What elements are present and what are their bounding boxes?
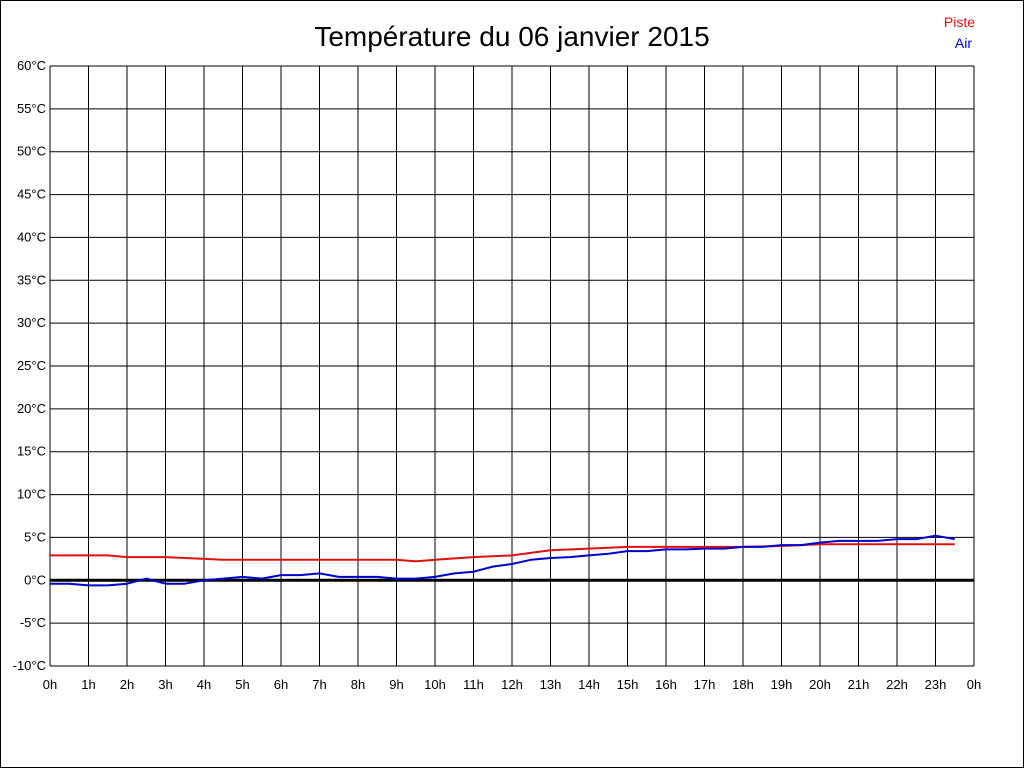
series-line-air: [50, 534, 955, 587]
x-tick-label: 22h: [886, 677, 908, 692]
x-tick-label: 5h: [235, 677, 249, 692]
y-tick-label: 5°C: [24, 529, 46, 544]
x-tick-label: 19h: [771, 677, 793, 692]
x-tick-label: 16h: [655, 677, 677, 692]
x-tick-label: 17h: [694, 677, 716, 692]
y-tick-label: 55°C: [17, 101, 46, 116]
x-tick-label: 10h: [424, 677, 446, 692]
x-axis-ticks: 0h 1h 2h 3h 4h 5h 6h 7h 8h 9h 10h 11h 12h 13h 14h 15h 16…: [43, 677, 981, 692]
x-tick-label: 4h: [197, 677, 211, 692]
y-tick-label: 45°C: [17, 187, 46, 202]
x-tick-label: 1h: [81, 677, 95, 692]
y-tick-label: -5°C: [20, 615, 46, 630]
y-tick-label: 10°C: [17, 487, 46, 502]
y-tick-label: 15°C: [17, 444, 46, 459]
legend-piste: Piste: [944, 14, 975, 30]
x-tick-label: 13h: [540, 677, 562, 692]
series-line-piste: [50, 543, 955, 563]
x-tick-label: 7h: [312, 677, 326, 692]
y-tick-label: 20°C: [17, 401, 46, 416]
x-tick-label: 23h: [925, 677, 947, 692]
x-tick-label: 18h: [732, 677, 754, 692]
y-tick-label: 25°C: [17, 358, 46, 373]
y-tick-label: -10°C: [13, 658, 46, 673]
y-tick-label: 40°C: [17, 229, 46, 244]
legend-air: Air: [955, 35, 972, 51]
y-tick-label: 30°C: [17, 315, 46, 330]
x-tick-label: 0h: [43, 677, 57, 692]
grid: [49, 65, 975, 667]
x-tick-label: 3h: [158, 677, 172, 692]
y-tick-label: 60°C: [17, 58, 46, 73]
x-tick-label: 20h: [809, 677, 831, 692]
x-tick-label: 6h: [274, 677, 288, 692]
x-tick-label: 12h: [501, 677, 523, 692]
x-tick-label: 2h: [120, 677, 134, 692]
x-tick-label: 8h: [351, 677, 365, 692]
x-tick-label: 11h: [463, 677, 484, 692]
chart-title: Température du 06 janvier 2015: [314, 21, 709, 52]
y-tick-label: 35°C: [17, 272, 46, 287]
series-group: [50, 534, 955, 587]
y-tick-label: 0°C: [24, 572, 46, 587]
y-axis-ticks: 60°C 55°C 50°C 45°C 40°C 35°C 30°C 25°C 20°C 15°C…: [13, 58, 46, 673]
x-tick-label: 21h: [848, 677, 870, 692]
x-tick-label: 9h: [389, 677, 403, 692]
x-tick-label: 14h: [578, 677, 600, 692]
x-tick-label: 0h: [967, 677, 981, 692]
x-tick-label: 15h: [617, 677, 639, 692]
y-tick-label: 50°C: [17, 144, 46, 159]
